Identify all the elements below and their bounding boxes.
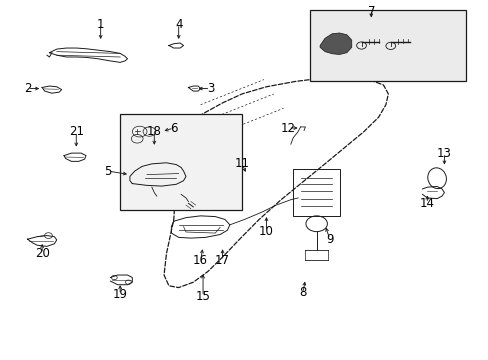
Text: 2: 2 (24, 82, 31, 95)
Bar (120, 114, 242, 211)
Polygon shape (320, 33, 351, 54)
Text: 21: 21 (69, 125, 83, 138)
Text: 10: 10 (259, 225, 273, 238)
Text: 16: 16 (193, 254, 208, 267)
Text: 9: 9 (325, 233, 333, 246)
Text: 7: 7 (367, 5, 374, 18)
Text: 1: 1 (97, 18, 104, 31)
Text: 18: 18 (146, 125, 162, 138)
Text: 5: 5 (104, 165, 111, 177)
Text: 14: 14 (419, 197, 434, 210)
Text: 6: 6 (170, 122, 177, 135)
Text: 12: 12 (280, 122, 295, 135)
Text: 13: 13 (436, 147, 451, 159)
Text: 19: 19 (112, 288, 127, 301)
Text: 11: 11 (234, 157, 249, 170)
Text: 8: 8 (299, 287, 306, 300)
Text: 20: 20 (35, 247, 49, 260)
Text: 4: 4 (175, 18, 182, 31)
Bar (310, 10, 466, 81)
Bar (293, 169, 339, 216)
Text: 15: 15 (195, 290, 210, 303)
Text: 17: 17 (215, 254, 229, 267)
Text: 3: 3 (206, 82, 214, 95)
